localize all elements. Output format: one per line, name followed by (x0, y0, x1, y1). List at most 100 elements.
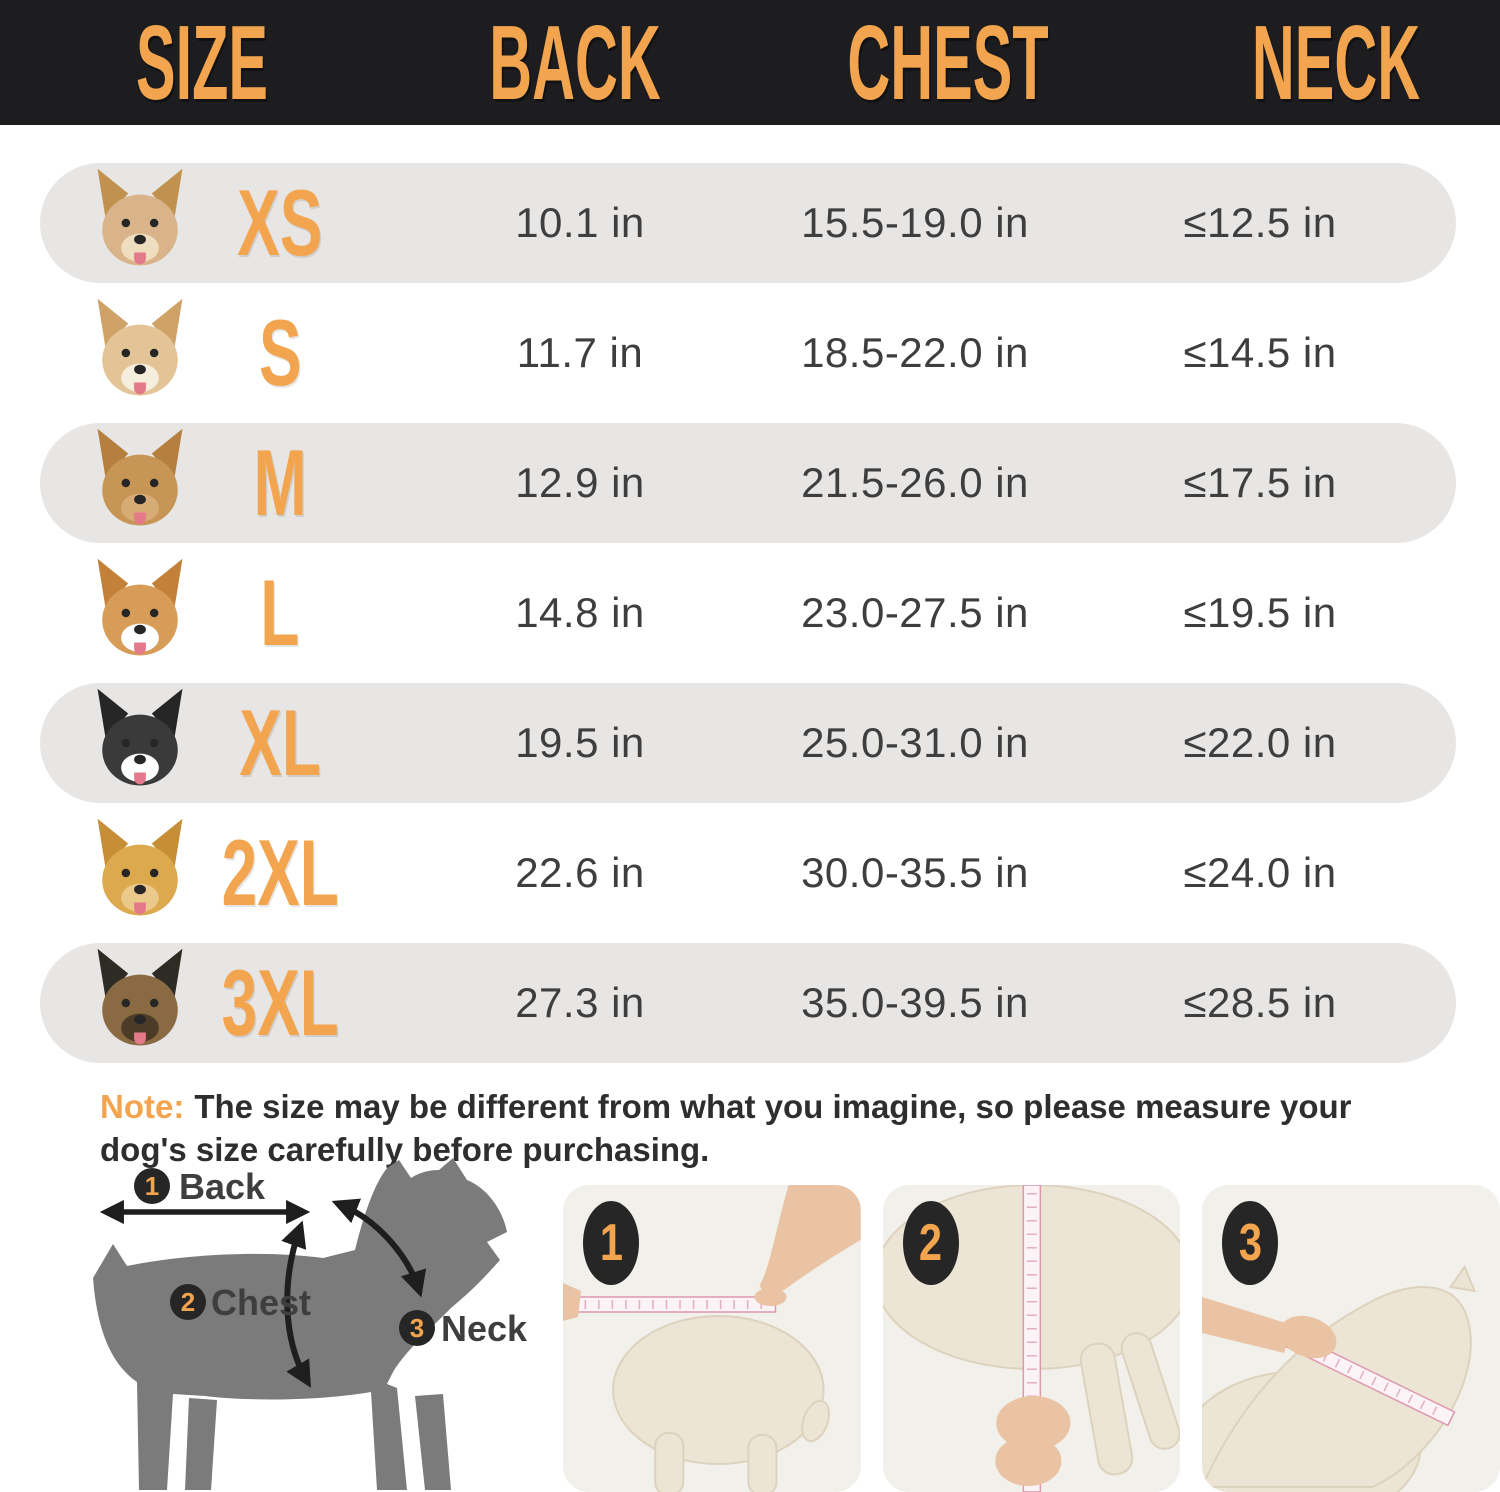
neck-cell: ≤14.5 in (1105, 288, 1415, 418)
back-measurement: 12.9 in (515, 459, 645, 506)
dog-photo-cell (78, 158, 202, 288)
hand (563, 1283, 582, 1321)
column-header-chest: CHEST (847, 3, 1049, 122)
mannequin-leg (1079, 1342, 1133, 1476)
neck-cell: ≤24.0 in (1105, 808, 1415, 938)
dog-photo-golden-retriever (97, 818, 183, 916)
measuring-steps: 1 2 (563, 1185, 1500, 1492)
column-header-size: SIZE (136, 3, 268, 122)
dog-far-front-leg (415, 1394, 451, 1490)
note: Note: The size may be different from what… (100, 1086, 1410, 1172)
size-label-S: S (258, 300, 302, 405)
back-cell: 14.8 in (430, 548, 730, 678)
neck-measure-arc (331, 1198, 427, 1298)
fingers (754, 1288, 787, 1306)
chest-cell: 35.0-39.5 in (760, 938, 1070, 1068)
chest-measurement: 18.5-22.0 in (801, 329, 1029, 376)
dog-photo-havanese (97, 298, 183, 396)
neck-cell: ≤17.5 in (1105, 418, 1415, 548)
neck-cell: ≤12.5 in (1105, 158, 1415, 288)
mannequin-neck-head (1202, 1286, 1473, 1488)
mannequin-leg (747, 1434, 778, 1492)
back-cell: 22.6 in (430, 808, 730, 938)
arm (1202, 1297, 1293, 1353)
size-cell: XS (200, 158, 360, 288)
chest-label: 2 Chest (170, 1282, 311, 1323)
size-row-XS: XS 10.1 in 15.5-19.0 in ≤12.5 in (0, 158, 1500, 288)
chest-cell: 21.5-26.0 in (760, 418, 1070, 548)
dog-photo-border-collie (97, 688, 183, 786)
back-cell: 19.5 in (430, 678, 730, 808)
step-3-badge: 3 (1222, 1201, 1279, 1285)
chest-measure-arc (281, 1220, 311, 1388)
row-background-pill (40, 683, 1456, 803)
hand (759, 1185, 861, 1299)
size-row-M: M 12.9 in 21.5-26.0 in ≤17.5 in (0, 418, 1500, 548)
hand (994, 1436, 1062, 1486)
size-row-XL: XL 19.5 in 25.0-31.0 in ≤22.0 in (0, 678, 1500, 808)
svg-text:Chest: Chest (211, 1282, 311, 1323)
neck-cell: ≤28.5 in (1105, 938, 1415, 1068)
hand (1280, 1315, 1337, 1359)
neck-measurement: ≤12.5 in (1183, 199, 1337, 246)
chest-cell: 30.0-35.5 in (760, 808, 1070, 938)
back-measurement: 11.7 in (516, 329, 644, 376)
mannequin-leg (654, 1432, 685, 1492)
mannequin-ear (1449, 1264, 1477, 1293)
size-label-2XL: 2XL (221, 820, 339, 925)
dog-photo-poodle (97, 428, 183, 526)
chest-measurement: 23.0-27.5 in (801, 589, 1029, 636)
neck-number-badge (399, 1310, 435, 1346)
back-cell: 10.1 in (430, 158, 730, 288)
size-label-M: M (253, 430, 307, 535)
back-measurement: 22.6 in (515, 849, 645, 896)
measuring-tape (563, 1296, 777, 1313)
back-cell: 11.7 in (430, 288, 730, 418)
size-row-L: L 14.8 in 23.0-27.5 in ≤19.5 in (0, 548, 1500, 678)
chest-cell: 23.0-27.5 in (760, 548, 1070, 678)
dog-silhouette-figure: 1 Back 2 Chest 3 Neck (93, 1158, 528, 1490)
back-cell: 12.9 in (430, 418, 730, 548)
chest-measurement: 21.5-26.0 in (801, 459, 1029, 506)
back-measurement: 19.5 in (515, 719, 645, 766)
note-label: Note: (100, 1088, 185, 1125)
svg-text:1: 1 (145, 1171, 159, 1201)
size-cell: M (200, 418, 360, 548)
neck-measurement: ≤19.5 in (1183, 589, 1337, 636)
dog-photo-chihuahua (97, 168, 183, 266)
svg-text:Neck: Neck (441, 1308, 528, 1349)
size-label-3XL: 3XL (221, 950, 339, 1055)
mannequin-dog (612, 1315, 825, 1465)
neck-measurement: ≤14.5 in (1183, 329, 1337, 376)
svg-text:2: 2 (181, 1287, 195, 1317)
neck-label: 3 Neck (399, 1308, 528, 1349)
size-cell: 2XL (200, 808, 360, 938)
dog-photo-cell (78, 418, 202, 548)
step-photo-2-measure-chest: 2 (882, 1185, 1181, 1492)
size-label-XS: XS (237, 170, 323, 275)
back-measurement: 14.8 in (515, 589, 645, 636)
neck-measurement: ≤17.5 in (1183, 459, 1337, 506)
note-text: The size may be different from what you … (100, 1088, 1352, 1168)
dog-photo-cell (78, 288, 202, 418)
row-background-pill (40, 163, 1456, 283)
dog-photo-german-shepherd (97, 948, 183, 1046)
mannequin-leg (1120, 1332, 1181, 1450)
step-2-badge: 2 (902, 1201, 959, 1285)
dog-photo-corgi (97, 558, 183, 656)
back-cell: 27.3 in (430, 938, 730, 1068)
size-row-2XL: 2XL 22.6 in 30.0-35.5 in ≤24.0 in (0, 808, 1500, 938)
neck-measurement: ≤22.0 in (1183, 719, 1337, 766)
dog-photo-cell (78, 678, 202, 808)
size-cell: L (200, 548, 360, 678)
chest-measurement: 30.0-35.5 in (801, 849, 1029, 896)
hand (995, 1396, 1071, 1450)
table-header-bar: SIZE BACK CHEST NECK (0, 0, 1500, 125)
svg-text:3: 3 (410, 1313, 424, 1343)
column-header-neck: NECK (1251, 3, 1421, 122)
row-background-pill (40, 423, 1456, 543)
step-3-illustration (1202, 1264, 1477, 1492)
back-number-badge (134, 1168, 170, 1204)
step-photo-1-measure-back: 1 (563, 1185, 861, 1492)
